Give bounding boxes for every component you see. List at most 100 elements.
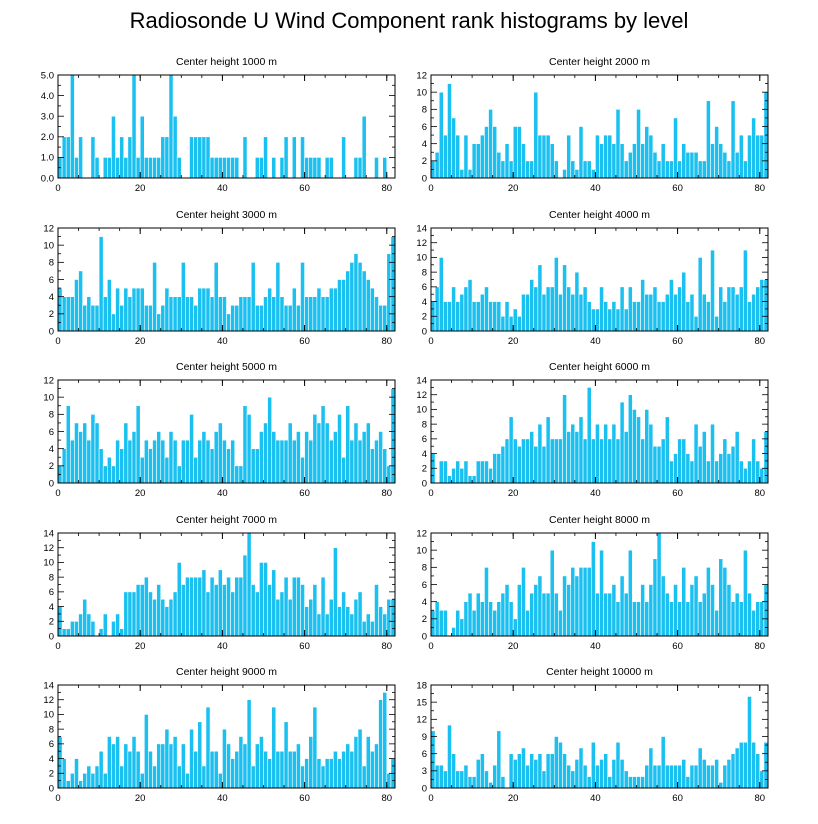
- histogram-bar: [521, 438, 526, 484]
- histogram-bar: [611, 584, 617, 637]
- y-tick-label: 8: [49, 724, 54, 735]
- histogram-bar: [603, 301, 609, 332]
- histogram-bar: [238, 296, 244, 332]
- histogram-bar: [226, 448, 231, 484]
- histogram-bar: [451, 753, 456, 789]
- histogram-bar: [94, 304, 100, 332]
- histogram-bar: [82, 598, 88, 637]
- y-tick-label: 6: [49, 587, 54, 598]
- histogram-bar: [160, 743, 166, 789]
- histogram-bar: [595, 764, 600, 789]
- histogram-bar: [370, 287, 375, 332]
- histogram-bar: [74, 157, 79, 179]
- histogram-bar: [644, 293, 650, 332]
- histogram-plot: 0 20 40 60 80 0 3 6 9 12 15 18: [416, 680, 769, 804]
- histogram-bar: [615, 601, 621, 637]
- y-tick-label: 3: [422, 766, 427, 777]
- histogram-bar: [718, 453, 724, 484]
- histogram-bar: [697, 160, 703, 179]
- histogram-bar: [287, 304, 293, 332]
- y-tick-label: 0.0: [41, 173, 54, 184]
- histogram-bar: [722, 301, 728, 332]
- histogram-bar: [722, 764, 728, 789]
- histogram-bar: [669, 460, 674, 484]
- x-tick-label: 0: [428, 488, 433, 499]
- histogram-bar: [615, 741, 621, 789]
- histogram-bar: [525, 609, 530, 637]
- histogram-bar: [197, 721, 203, 789]
- histogram-bar: [496, 301, 502, 332]
- y-tick-label: 10: [43, 710, 54, 721]
- histogram-bar: [222, 157, 227, 179]
- histogram-bar: [291, 750, 297, 789]
- histogram-bar: [365, 422, 371, 484]
- histogram-bar: [123, 591, 129, 637]
- histogram-bar: [508, 315, 514, 332]
- histogram-bar: [615, 109, 621, 179]
- histogram-bar: [172, 591, 178, 637]
- histogram-bar: [463, 764, 469, 789]
- histogram-bar: [480, 753, 485, 789]
- histogram-bar: [443, 301, 448, 332]
- histogram-bar: [656, 160, 662, 179]
- histogram-bar: [566, 584, 572, 637]
- histogram-bar: [660, 438, 666, 484]
- histogram-bar: [250, 448, 256, 484]
- x-tick-label: 60: [672, 183, 683, 194]
- histogram-bar: [521, 567, 526, 637]
- histogram-bar: [209, 448, 215, 484]
- histogram-bar: [714, 759, 719, 789]
- histogram-bar: [374, 584, 379, 637]
- histogram-panel: Center height 2000 m 0 20 40 60 80 0 2 4 6 8 10 12: [416, 56, 769, 194]
- histogram-bar: [623, 431, 629, 484]
- y-tick-label: 0: [422, 631, 427, 642]
- histogram-bar: [205, 287, 211, 332]
- histogram-bar: [193, 136, 199, 179]
- y-tick-label: 8: [49, 258, 54, 269]
- y-tick-label: 12: [416, 715, 427, 726]
- histogram-bar: [455, 770, 461, 789]
- histogram-panel: Center height 6000 m 0 20 40 60 80 0 2 4 6 8 10 12 14: [416, 361, 769, 499]
- histogram-bar: [390, 388, 396, 484]
- histogram-bar: [545, 416, 551, 484]
- histogram-bar: [669, 601, 674, 637]
- histogram-bar: [734, 747, 740, 789]
- histogram-bar: [484, 126, 489, 179]
- histogram-bar: [582, 286, 588, 332]
- histogram-bar: [640, 438, 646, 484]
- histogram-bar: [632, 409, 637, 484]
- histogram-bar: [718, 781, 724, 789]
- histogram-bar: [139, 456, 145, 484]
- y-tick-label: 0: [422, 783, 427, 794]
- y-tick-label: 10: [43, 558, 54, 569]
- histogram-bar: [324, 758, 330, 789]
- histogram-bar: [443, 134, 448, 179]
- histogram-bar: [488, 467, 493, 484]
- histogram-bar: [447, 83, 452, 179]
- histogram-bar: [517, 445, 522, 484]
- histogram-bar: [525, 764, 530, 789]
- x-tick-label: 20: [508, 641, 519, 652]
- histogram-bar: [586, 160, 592, 179]
- histogram-bar: [94, 422, 100, 484]
- histogram-bar: [693, 764, 699, 789]
- y-tick-label: 2: [49, 617, 54, 628]
- histogram-bar: [570, 770, 576, 789]
- y-tick-label: 8: [49, 572, 54, 583]
- histogram-bar: [582, 438, 588, 484]
- histogram-bar: [374, 296, 379, 332]
- histogram-bar: [390, 598, 396, 637]
- histogram-plot: 0 20 40 60 80 0 2 4 6 8 10 12: [43, 223, 396, 347]
- histogram-bar: [685, 601, 691, 637]
- y-tick-label: 4: [49, 602, 54, 613]
- histogram-bar: [484, 286, 489, 332]
- histogram-bar: [213, 262, 219, 332]
- histogram-bar: [291, 439, 297, 484]
- histogram-bar: [127, 136, 133, 179]
- histogram-bar: [234, 576, 240, 637]
- histogram-bar: [438, 257, 444, 332]
- histogram-bar: [582, 567, 588, 637]
- histogram-bar: [65, 405, 71, 484]
- histogram-bar: [467, 279, 473, 332]
- histogram-bar: [475, 592, 481, 637]
